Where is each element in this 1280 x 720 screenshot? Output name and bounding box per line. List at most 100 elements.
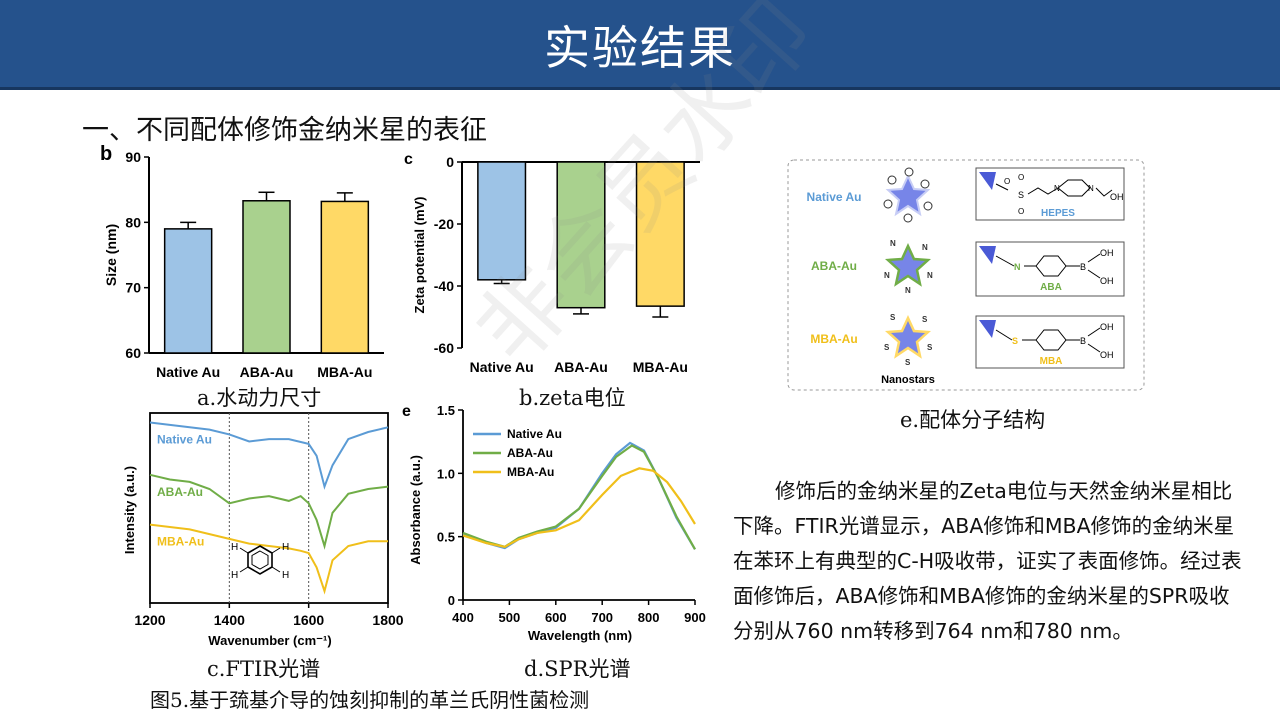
atom-oh: OH xyxy=(1100,350,1114,360)
x-tick-label: 1800 xyxy=(372,612,403,628)
series-line xyxy=(149,523,388,595)
y-axis-label: Intensity (a.u.) xyxy=(122,466,137,554)
size-plot-area: 60 70 80 90 Native Au ABA-Au MBA-Au xyxy=(125,149,384,380)
size-bar-chart: b Size (nm) 60 70 80 90 Native Au ABA-Au MBA-A… xyxy=(100,143,384,380)
y-tick-label: 0.5 xyxy=(437,530,455,545)
x-tick-label: ABA-Au xyxy=(240,364,294,380)
svg-text:H: H xyxy=(282,570,289,581)
x-tick-label: ABA-Au xyxy=(554,359,608,375)
marker-s: S xyxy=(884,343,890,352)
x-tick-label: Native Au xyxy=(156,364,220,380)
y-tick-label: -40 xyxy=(434,278,454,294)
ligand-name-aba: ABA-Au xyxy=(811,259,857,273)
hepes-structure: O S O O N N OH HEPES xyxy=(975,167,1125,221)
marker-n: N xyxy=(905,286,911,295)
y-tick-label: 80 xyxy=(125,214,141,230)
y-tick-label: 0 xyxy=(446,154,454,170)
ligand-structure-diagram: Native Au ABA-Au MBA-Au N N N N N S S S … xyxy=(787,159,1145,391)
series-line xyxy=(462,441,696,550)
marker-s: S xyxy=(922,315,928,324)
series-line xyxy=(462,467,696,548)
svg-text:H: H xyxy=(231,570,238,581)
x-tick-label: 600 xyxy=(545,610,567,625)
nanostar-native xyxy=(883,167,933,223)
series-line xyxy=(149,421,389,490)
ligand-name-mba: MBA-Au xyxy=(810,332,857,346)
atom-n: N xyxy=(1054,184,1060,193)
y-tick-label: 90 xyxy=(125,149,141,165)
x-tick-label: 1200 xyxy=(134,612,165,628)
spr-plot-area: 0 0.5 1.0 1.5 400 500 600 700 800 900 Native Au ABA… xyxy=(437,403,706,625)
legend-label: Native Au xyxy=(507,427,562,441)
x-tick-label: 400 xyxy=(452,610,474,625)
marker-n: N xyxy=(922,243,928,252)
atom-o: O xyxy=(1004,177,1010,186)
ftir-line-chart: Intensity (a.u.) Wavenumber (cm⁻¹) 1200 1… xyxy=(122,412,404,648)
nanostars-label: Nanostars xyxy=(881,374,935,386)
hepes-label: HEPES xyxy=(1041,208,1075,219)
atom-s: S xyxy=(1012,336,1018,346)
series-label: MBA-Au xyxy=(157,535,204,549)
atom-oh: OH xyxy=(1100,322,1114,332)
atom-oh: OH xyxy=(1100,276,1114,286)
marker-s: S xyxy=(927,343,933,352)
atom-s: S xyxy=(1018,190,1024,200)
bar xyxy=(556,161,606,309)
series-line xyxy=(149,473,389,550)
figure-caption: 图5.基于巯基介导的蚀刻抑制的革兰氏阴性菌检测 xyxy=(150,688,590,712)
series-line xyxy=(462,444,696,550)
mba-label: MBA xyxy=(1040,356,1063,367)
y-axis-label: Zeta potential (mV) xyxy=(412,196,427,313)
svg-text:H: H xyxy=(282,542,289,553)
series-label: Native Au xyxy=(157,433,212,447)
atom-n: N xyxy=(1088,184,1094,193)
svg-text:H: H xyxy=(231,542,238,553)
atom-b: B xyxy=(1080,336,1086,346)
marker-n: N xyxy=(890,239,896,248)
section-title: 一、不同配体修饰金纳米星的表征 xyxy=(82,115,487,146)
y-axis-label: Size (nm) xyxy=(103,224,119,286)
atom-n: N xyxy=(1014,262,1021,272)
x-tick-label: 500 xyxy=(499,610,521,625)
x-tick-label: MBA-Au xyxy=(317,364,372,380)
marker-s: S xyxy=(905,358,911,367)
ligand-name-native: Native Au xyxy=(807,190,862,204)
conclusion-paragraph: 修饰后的金纳米星的Zeta电位与天然金纳米星相比下降。FTIR光谱显示，ABA修… xyxy=(733,479,1242,643)
bar xyxy=(242,200,291,354)
zeta-plot-area: 0 -20 -40 -60 Native Au ABA-Au MBA-Au xyxy=(434,154,700,375)
caption-c: c.FTIR光谱 xyxy=(207,657,321,681)
zeta-bar-chart: c Zeta potential (mV) 0 -20 -40 -60 Native A… xyxy=(404,151,700,375)
plot-frame xyxy=(149,412,389,604)
y-tick-label: 1.0 xyxy=(437,466,455,481)
y-tick-label: 70 xyxy=(125,280,141,296)
y-tick-label: 0 xyxy=(448,593,455,608)
atom-b: B xyxy=(1080,262,1086,272)
atom-oh: OH xyxy=(1110,192,1124,202)
x-tick-label: 900 xyxy=(684,610,706,625)
caption-a: a.水动力尺寸 xyxy=(197,386,322,410)
nanostar-mba: S S S S S xyxy=(884,313,933,367)
panel-label-b: b xyxy=(100,143,112,165)
spr-line-chart: e Absorbance (a.u.) Wavelength (nm) 0 0.5… xyxy=(402,403,706,643)
panel-label-e: e xyxy=(402,403,411,420)
series-label: ABA-Au xyxy=(157,485,203,499)
aba-structure: N B OH OH ABA xyxy=(975,241,1125,297)
panel-label-c: c xyxy=(404,151,413,168)
atom-oh: OH xyxy=(1100,248,1114,258)
y-tick-label: -20 xyxy=(434,216,454,232)
benzene-structure: H H H H xyxy=(231,542,289,581)
caption-b: b.zeta电位 xyxy=(519,386,626,410)
bar xyxy=(163,228,213,354)
caption-d: d.SPR光谱 xyxy=(524,657,631,681)
x-tick-label: 1400 xyxy=(214,612,245,628)
marker-n: N xyxy=(884,271,890,280)
x-tick-label: 800 xyxy=(638,610,660,625)
bar xyxy=(320,200,370,354)
bar xyxy=(477,161,527,281)
x-tick-label: 700 xyxy=(591,610,613,625)
legend-label: MBA-Au xyxy=(507,465,554,479)
legend-label: ABA-Au xyxy=(507,446,553,460)
x-axis-label: Wavelength (nm) xyxy=(528,628,632,643)
atom-o: O xyxy=(1018,173,1024,182)
x-axis-label: Wavenumber (cm⁻¹) xyxy=(208,633,331,648)
